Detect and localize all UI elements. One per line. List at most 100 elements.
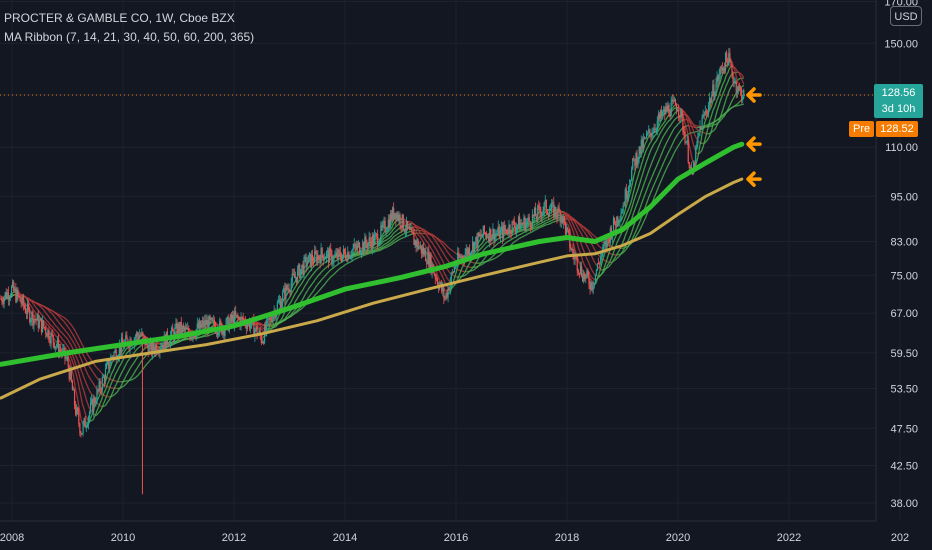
ma-7-segment (79, 412, 82, 419)
ma-21-segment (46, 320, 49, 323)
ma-50-segment (392, 240, 395, 242)
ma-40-segment (305, 290, 308, 294)
ma-50-segment (92, 371, 95, 374)
ma-14-segment (590, 276, 593, 279)
ma-14-segment (97, 405, 100, 409)
ma-40-segment (432, 237, 435, 240)
ma-21-segment (356, 252, 358, 255)
ma-40-segment (284, 318, 287, 321)
ma-30-segment (286, 314, 289, 317)
ma-14-segment (274, 321, 277, 325)
ma-30-segment (64, 335, 67, 338)
ma-60-segment (539, 226, 542, 229)
ma-50-segment (390, 241, 392, 244)
ma-40-segment (649, 179, 652, 183)
ma-30-segment (313, 271, 316, 274)
ma-14-segment (671, 109, 674, 112)
ma-30-segment (388, 236, 391, 239)
ma-50-segment (290, 314, 293, 317)
ma-21-segment (486, 241, 488, 243)
ma-14-segment (414, 229, 417, 232)
ma-50-segment (460, 263, 463, 266)
ma-7-segment (18, 291, 21, 296)
ma-40-segment (317, 274, 320, 277)
ma-40-segment (725, 111, 728, 115)
ma-40-segment (618, 254, 621, 257)
ma-50-segment (622, 251, 625, 254)
ma-30-segment (669, 124, 672, 127)
ma-30-segment (420, 228, 423, 231)
ma-14-segment (607, 252, 610, 256)
ma-50-segment (312, 290, 315, 293)
candle-body (8, 297, 11, 300)
ma-21-segment (31, 301, 34, 304)
ma-50-segment (128, 378, 131, 381)
ma-21-segment (606, 263, 609, 267)
ma-7-segment (622, 213, 625, 217)
ma-60-segment (674, 148, 678, 151)
ma-30-segment (639, 191, 642, 196)
ma-7-segment (436, 274, 440, 278)
ma-14-segment (628, 203, 632, 207)
ma-21-segment (706, 137, 710, 141)
ma-50-segment (680, 128, 683, 131)
ma-50-segment (667, 150, 670, 154)
ma-7-segment (444, 289, 447, 292)
ma-60-segment (499, 253, 502, 256)
ma-30-segment (55, 326, 58, 328)
ma-60-segment (440, 239, 443, 242)
ma-50-segment (434, 236, 437, 239)
ma-50-segment (48, 308, 51, 311)
ma-50-segment (134, 368, 138, 372)
ma-21-segment (574, 228, 577, 232)
ma-21-segment (43, 316, 46, 319)
ma-60-segment (585, 227, 588, 230)
ma-60-segment (86, 353, 89, 357)
ma-60-segment (148, 359, 151, 362)
ma-40-segment (293, 309, 296, 312)
ma-21-segment (465, 267, 468, 270)
ma-50-segment (626, 245, 630, 249)
ma-14-segment (80, 396, 83, 403)
ma-50-segment (143, 356, 146, 359)
ma-60-segment (140, 370, 143, 373)
ma-40-segment (433, 238, 436, 241)
ma-60-segment (75, 331, 78, 335)
ma-40-segment (542, 221, 545, 223)
ma-7-segment (215, 323, 219, 327)
ma-40-segment (425, 230, 428, 233)
ma-7-segment (704, 117, 707, 121)
ma-40-segment (394, 234, 397, 237)
ma-14-segment (390, 228, 392, 230)
ma-7-segment (566, 222, 569, 225)
ma-40-segment (93, 384, 96, 387)
ma-50-segment (431, 233, 434, 236)
ma-30-segment (572, 219, 575, 222)
ma-30-segment (127, 359, 130, 362)
ma-30-segment (310, 274, 314, 277)
ma-50-segment (648, 194, 651, 198)
ma-50-segment (491, 255, 494, 258)
ma-14-segment (108, 378, 111, 382)
ma-21-segment (288, 302, 291, 305)
ma-40-segment (678, 121, 681, 124)
ma-21-segment (382, 237, 385, 240)
ma-50-segment (665, 155, 668, 159)
ma-50-segment (624, 248, 627, 251)
ma-7-segment (628, 191, 632, 196)
ma-30-segment (430, 241, 433, 244)
ma-60-segment (488, 259, 491, 262)
ma-14-segment (388, 229, 391, 232)
ma-14-segment (49, 327, 52, 330)
ma-30-segment (137, 347, 139, 350)
ma-21-segment (668, 119, 671, 122)
ma-21-segment (282, 314, 285, 318)
ma-30-segment (305, 282, 308, 285)
ma-60-segment (531, 231, 533, 233)
ma-21-segment (580, 244, 584, 249)
ma-50-segment (70, 331, 73, 335)
ma-14-segment (433, 259, 436, 263)
ma-7-segment (532, 218, 536, 221)
ma-30-segment (320, 263, 323, 266)
